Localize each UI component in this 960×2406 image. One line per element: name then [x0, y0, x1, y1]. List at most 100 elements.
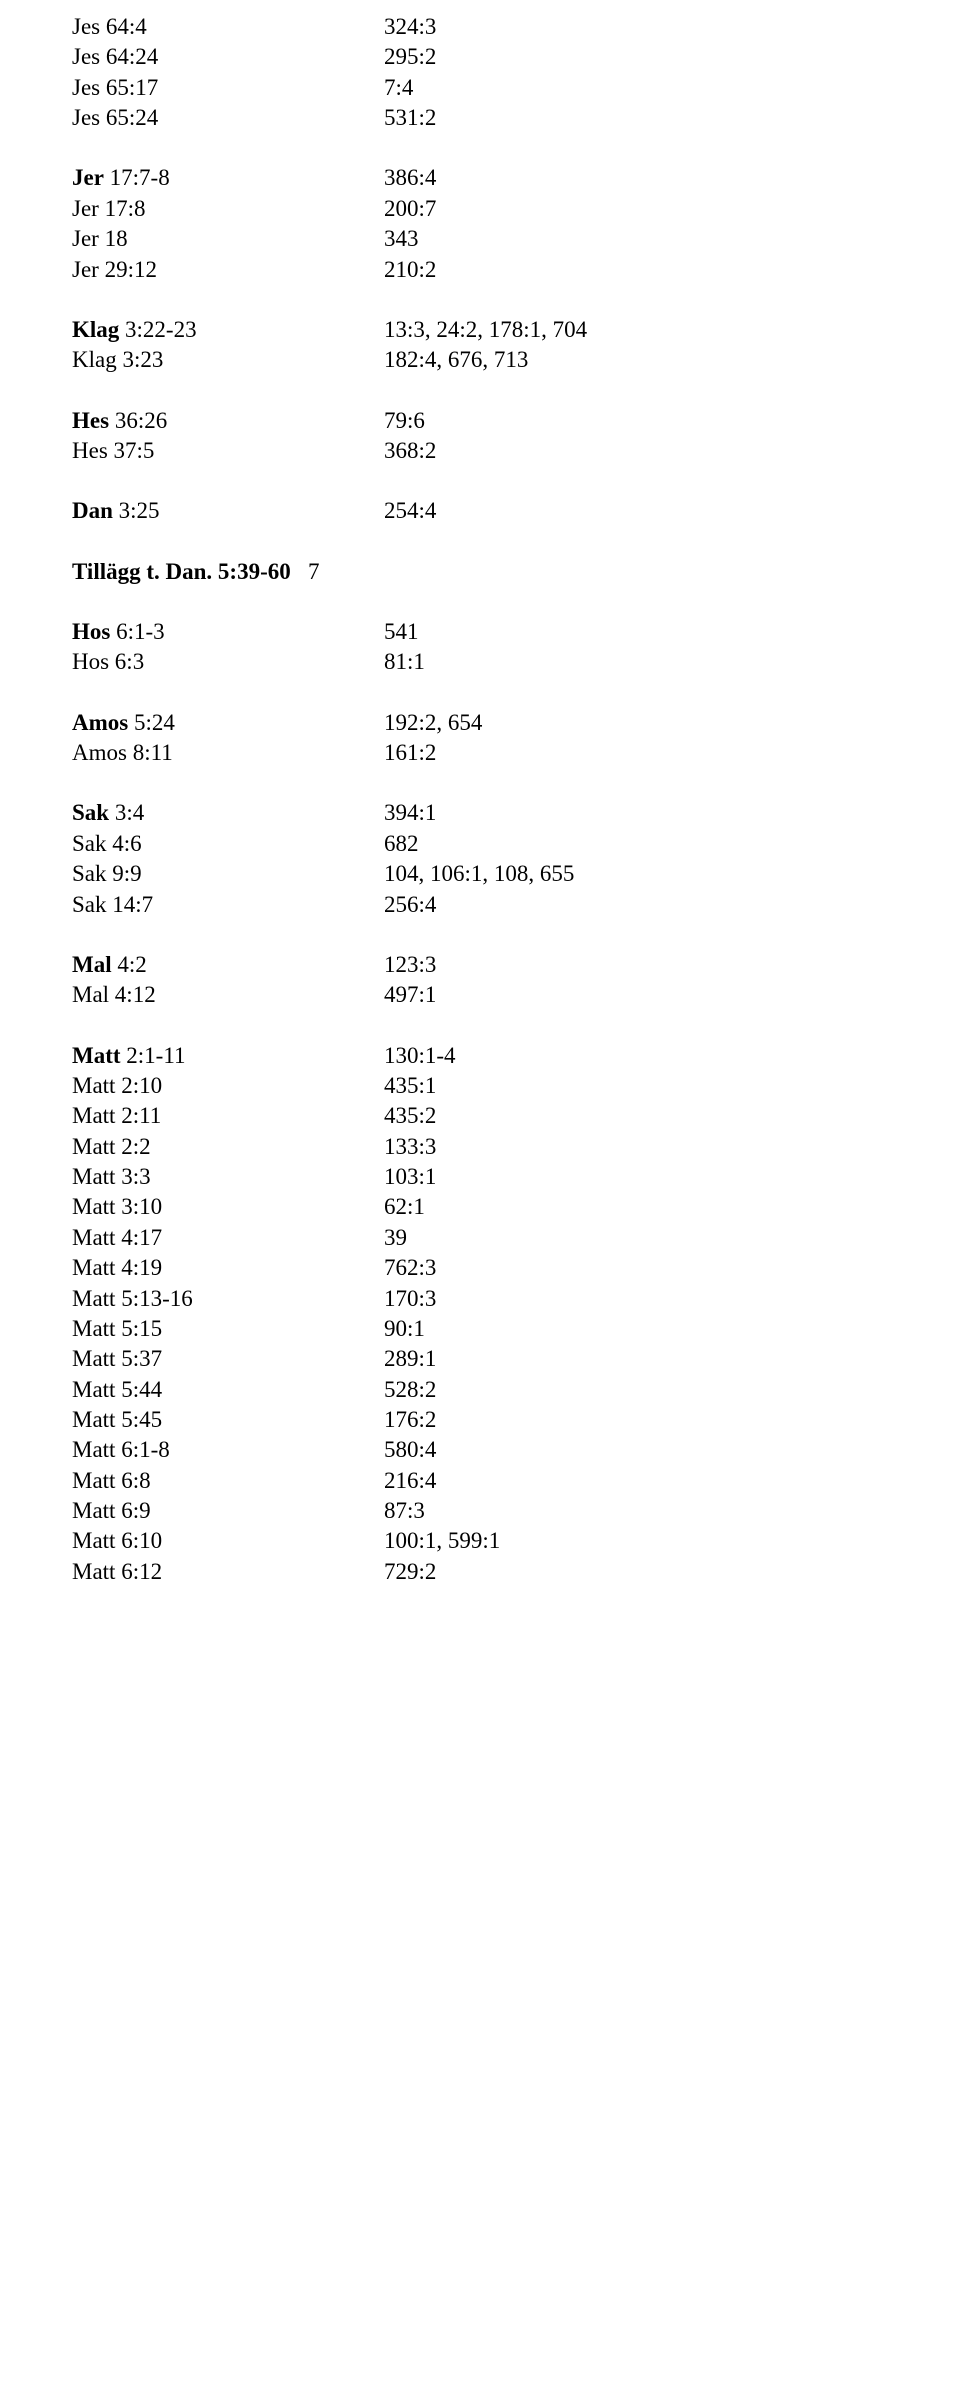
- index-row: Matt 6:8216:4: [72, 1466, 888, 1496]
- page-ref: 130:1-4: [384, 1041, 888, 1071]
- scripture-ref: Klag 3:22-23: [72, 315, 384, 345]
- scripture-ref: Matt 6:9: [72, 1496, 384, 1526]
- scripture-ref: Dan 3:25: [72, 496, 384, 526]
- index-row: Mal 4:12497:1: [72, 980, 888, 1010]
- scripture-ref: Hes 36:26: [72, 406, 384, 436]
- page-ref: 13:3, 24:2, 178:1, 704: [384, 315, 888, 345]
- page-ref: 210:2: [384, 255, 888, 285]
- scripture-ref: Klag 3:23: [72, 345, 384, 375]
- page-ref: 289:1: [384, 1344, 888, 1374]
- page-ref: 123:3: [384, 950, 888, 980]
- index-row: Dan 3:25254:4: [72, 496, 888, 526]
- scripture-ref: Matt 2:1-11: [72, 1041, 384, 1071]
- index-row: Sak 9:9104, 106:1, 108, 655: [72, 859, 888, 889]
- page-ref: 528:2: [384, 1375, 888, 1405]
- index-row: Matt 5:1590:1: [72, 1314, 888, 1344]
- scripture-ref: Matt 2:11: [72, 1101, 384, 1131]
- page-ref: 216:4: [384, 1466, 888, 1496]
- page-ref: 104, 106:1, 108, 655: [384, 859, 888, 889]
- scripture-ref: Sak 14:7: [72, 890, 384, 920]
- index-row: Tillägg t. Dan. 5:39-60 7: [72, 557, 888, 587]
- page-ref: 103:1: [384, 1162, 888, 1192]
- page-ref: 368:2: [384, 436, 888, 466]
- page-ref: 256:4: [384, 890, 888, 920]
- scripture-ref: Matt 4:17: [72, 1223, 384, 1253]
- page-ref: 62:1: [384, 1192, 888, 1222]
- index-row: Matt 6:1-8580:4: [72, 1435, 888, 1465]
- page-ref: 170:3: [384, 1284, 888, 1314]
- scripture-ref: Matt 2:2: [72, 1132, 384, 1162]
- index-row: Matt 2:10435:1: [72, 1071, 888, 1101]
- page-ref: 87:3: [384, 1496, 888, 1526]
- page-ref: 343: [384, 224, 888, 254]
- index-row: Matt 5:37289:1: [72, 1344, 888, 1374]
- page-ref: 79:6: [384, 406, 888, 436]
- spacer: [72, 527, 888, 557]
- page-ref: 254:4: [384, 496, 888, 526]
- spacer: [72, 1011, 888, 1041]
- page-ref: 7:4: [384, 73, 888, 103]
- page-ref: [384, 557, 888, 587]
- index-row: Matt 2:11435:2: [72, 1101, 888, 1131]
- spacer: [72, 466, 888, 496]
- page-ref: 580:4: [384, 1435, 888, 1465]
- page-ref: 762:3: [384, 1253, 888, 1283]
- index-row: Amos 8:11161:2: [72, 738, 888, 768]
- scripture-ref: Jes 65:24: [72, 103, 384, 133]
- scripture-ref: Jes 65:17: [72, 73, 384, 103]
- index-row: Matt 6:12729:2: [72, 1557, 888, 1587]
- page-ref: 90:1: [384, 1314, 888, 1344]
- page-ref: 324:3: [384, 12, 888, 42]
- page-ref: 729:2: [384, 1557, 888, 1587]
- index-row: Sak 4:6682: [72, 829, 888, 859]
- scripture-ref: Sak 3:4: [72, 798, 384, 828]
- scripture-ref: Matt 6:8: [72, 1466, 384, 1496]
- index-row: Matt 5:44528:2: [72, 1375, 888, 1405]
- index-row: Klag 3:23182:4, 676, 713: [72, 345, 888, 375]
- index-row: Hos 6:1-3541: [72, 617, 888, 647]
- scripture-ref: Amos 8:11: [72, 738, 384, 768]
- index-row: Jes 64:4324:3: [72, 12, 888, 42]
- scripture-ref: Jer 17:7-8: [72, 163, 384, 193]
- scripture-ref: Mal 4:2: [72, 950, 384, 980]
- index-row: Jer 17:7-8386:4: [72, 163, 888, 193]
- scripture-ref: Matt 2:10: [72, 1071, 384, 1101]
- scripture-ref: Amos 5:24: [72, 708, 384, 738]
- page-ref: 182:4, 676, 713: [384, 345, 888, 375]
- index-row: Matt 2:2133:3: [72, 1132, 888, 1162]
- index-row: Matt 3:1062:1: [72, 1192, 888, 1222]
- page-ref: 682: [384, 829, 888, 859]
- index-row: Jer 17:8200:7: [72, 194, 888, 224]
- page-ref: 497:1: [384, 980, 888, 1010]
- spacer: [72, 285, 888, 315]
- index-row: Matt 5:45176:2: [72, 1405, 888, 1435]
- page-ref: 192:2, 654: [384, 708, 888, 738]
- index-row: Hes 36:2679:6: [72, 406, 888, 436]
- index-row: Hes 37:5368:2: [72, 436, 888, 466]
- scripture-ref: Matt 3:3: [72, 1162, 384, 1192]
- index-row: Matt 5:13-16170:3: [72, 1284, 888, 1314]
- page-ref: 176:2: [384, 1405, 888, 1435]
- index-row: Sak 14:7256:4: [72, 890, 888, 920]
- scripture-ref: Jer 18: [72, 224, 384, 254]
- index-row: Jes 64:24295:2: [72, 42, 888, 72]
- page-ref: 435:2: [384, 1101, 888, 1131]
- page-ref: 541: [384, 617, 888, 647]
- index-row: Matt 4:1739: [72, 1223, 888, 1253]
- scripture-ref: Tillägg t. Dan. 5:39-60 7: [72, 557, 384, 587]
- scripture-ref: Matt 6:1-8: [72, 1435, 384, 1465]
- index-row: Matt 6:10100:1, 599:1: [72, 1526, 888, 1556]
- page-ref: 39: [384, 1223, 888, 1253]
- page-ref: 386:4: [384, 163, 888, 193]
- scripture-ref: Matt 4:19: [72, 1253, 384, 1283]
- index-row: Jer 18343: [72, 224, 888, 254]
- index-row: Matt 4:19762:3: [72, 1253, 888, 1283]
- index-row: Matt 3:3103:1: [72, 1162, 888, 1192]
- scripture-ref: Matt 5:15: [72, 1314, 384, 1344]
- page-ref: 531:2: [384, 103, 888, 133]
- spacer: [72, 376, 888, 406]
- spacer: [72, 678, 888, 708]
- index-row: Jer 29:12210:2: [72, 255, 888, 285]
- scripture-ref: Hes 37:5: [72, 436, 384, 466]
- scripture-ref: Sak 9:9: [72, 859, 384, 889]
